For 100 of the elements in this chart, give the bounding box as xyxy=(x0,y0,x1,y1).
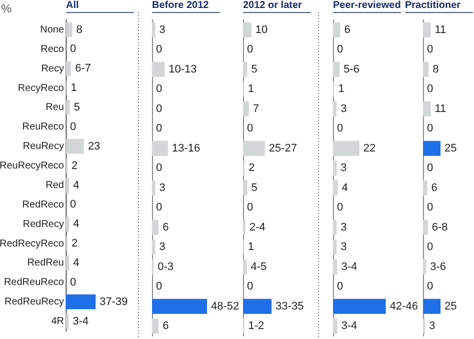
bar xyxy=(333,298,386,314)
bar xyxy=(66,294,96,310)
data-label: 3 xyxy=(340,221,347,234)
data-label: 0 xyxy=(337,44,344,56)
y-tick-label: ReuRecy xyxy=(22,141,64,152)
data-label: 3-4 xyxy=(341,320,358,332)
bar xyxy=(243,101,249,116)
data-label: 4 xyxy=(73,218,80,230)
chart-title: Before 2012 xyxy=(152,0,220,13)
y-tick-label: RecyReco xyxy=(18,82,64,94)
bar xyxy=(423,220,428,235)
data-label: 23 xyxy=(88,140,100,152)
data-label: 2 xyxy=(72,160,78,172)
data-label: 8 xyxy=(76,24,82,36)
data-label: 0 xyxy=(337,280,344,293)
bar xyxy=(333,180,338,196)
bar xyxy=(333,220,337,235)
data-label: 2 xyxy=(72,238,78,250)
y-tick-label: None xyxy=(40,24,64,36)
chart-title: Practitioner xyxy=(405,0,473,13)
data-label: 0 xyxy=(156,162,162,174)
y-tick-label: RedReuRecy xyxy=(4,296,64,308)
data-label: 11 xyxy=(434,102,446,115)
data-label: 6-8 xyxy=(432,221,448,234)
data-label: 0 xyxy=(247,202,254,214)
data-label: 7 xyxy=(252,102,260,115)
bar xyxy=(66,22,72,38)
bar xyxy=(152,180,156,196)
bar xyxy=(243,22,252,38)
y-tick-label: ReuRecyReco xyxy=(0,160,64,172)
data-label: 13-16 xyxy=(172,142,200,154)
data-label: 0 xyxy=(427,83,434,96)
data-label: 0 xyxy=(70,276,76,288)
data-label: 33-35 xyxy=(276,300,304,312)
data-label: 3 xyxy=(340,102,347,115)
data-label: 6 xyxy=(431,182,438,194)
bar xyxy=(423,140,440,156)
data-label: 1-2 xyxy=(248,320,264,332)
bar xyxy=(66,178,70,193)
bar xyxy=(423,180,428,196)
bar xyxy=(333,318,338,334)
bar xyxy=(333,240,337,255)
data-label: 0 xyxy=(156,122,162,135)
data-label: 3-4 xyxy=(341,260,358,273)
y-tick-label: RedRecy xyxy=(22,218,64,230)
data-label: 48-52 xyxy=(211,300,240,312)
data-label: 42-46 xyxy=(390,300,418,312)
bar xyxy=(66,314,69,329)
bar xyxy=(423,259,426,274)
data-label: 6 xyxy=(162,320,169,332)
data-label: 3 xyxy=(429,320,436,332)
chart-title: All xyxy=(66,0,134,13)
data-label: 4-5 xyxy=(250,260,267,273)
data-label: 5 xyxy=(74,102,80,114)
data-label: 25-27 xyxy=(268,142,297,154)
bar xyxy=(152,140,168,156)
data-label: 5 xyxy=(251,63,258,76)
bar xyxy=(243,180,248,196)
data-label: 0 xyxy=(427,280,434,293)
data-label: 0 xyxy=(70,120,76,133)
bar xyxy=(66,256,70,270)
y-tick-label: ReuReco xyxy=(22,122,64,133)
data-label: 2 xyxy=(248,162,255,174)
data-label: 0 xyxy=(156,202,162,214)
data-label: 3 xyxy=(159,24,166,36)
data-label: 3-6 xyxy=(430,260,446,273)
bar xyxy=(423,62,429,77)
data-label: 1 xyxy=(70,82,77,94)
data-label: 0 xyxy=(427,241,434,254)
data-label: 6-7 xyxy=(75,62,91,75)
data-label: 6 xyxy=(344,24,350,36)
data-label: 0 xyxy=(247,122,254,135)
bar xyxy=(423,101,431,116)
bar xyxy=(66,216,70,232)
data-label: 3 xyxy=(340,162,347,174)
bar xyxy=(66,61,72,76)
y-tick-label: Red xyxy=(46,180,64,191)
data-label: 1 xyxy=(248,83,254,96)
data-label: 0 xyxy=(247,44,254,56)
bar xyxy=(152,22,156,38)
bar xyxy=(66,100,70,115)
bar xyxy=(333,259,338,274)
y-tick-label: Recy xyxy=(41,63,64,74)
data-label: 4 xyxy=(342,182,348,194)
bar xyxy=(152,298,207,314)
data-label: 0 xyxy=(427,162,434,174)
data-label: 5-6 xyxy=(344,63,360,76)
y-tick-label: Reu xyxy=(46,102,64,114)
bar xyxy=(243,259,247,274)
bar xyxy=(333,62,340,77)
bar xyxy=(423,22,431,38)
bar xyxy=(333,22,340,38)
chart-title: 2012 or later xyxy=(243,0,311,13)
data-label: 25 xyxy=(444,142,457,154)
data-label: 1 xyxy=(248,241,254,254)
data-label: 0 xyxy=(70,43,76,56)
y-tick-label: RedRecyReco xyxy=(0,238,64,250)
bar xyxy=(423,298,440,314)
y-tick-label: 4R xyxy=(51,316,64,328)
bar xyxy=(243,298,272,314)
